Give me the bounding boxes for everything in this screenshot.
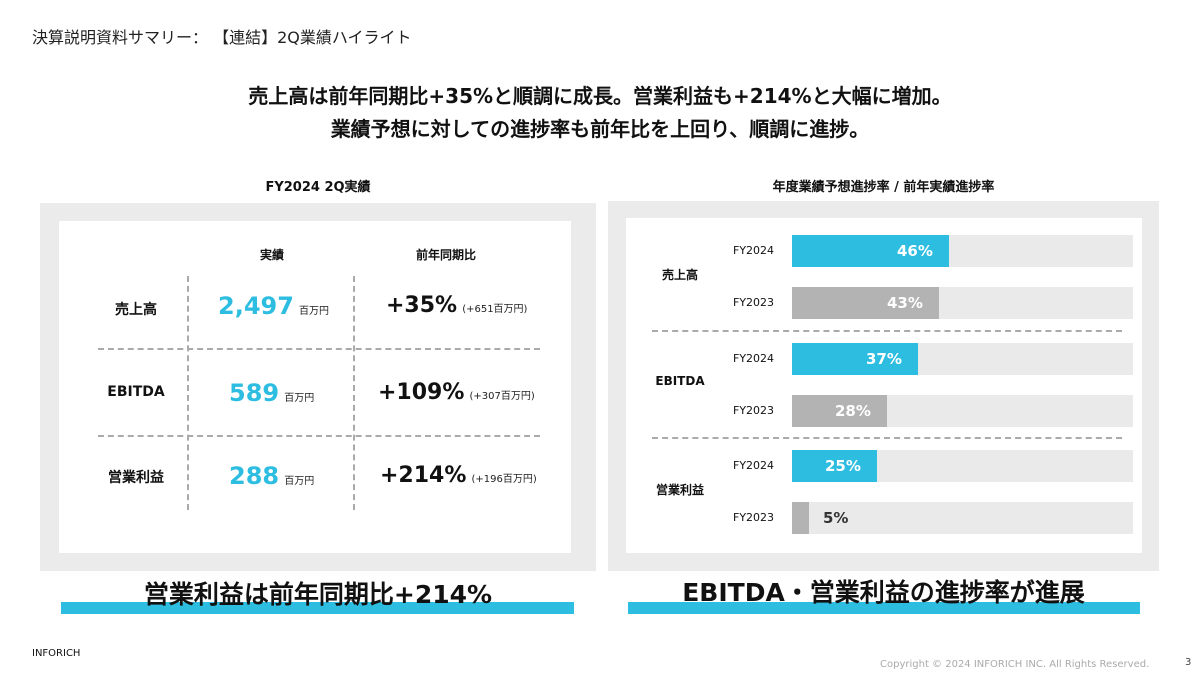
bar-track: 43% <box>792 287 1133 319</box>
right-section-title: 年度業績予想進捗率 / 前年実績進捗率 <box>772 180 995 195</box>
bar-value-label: 43% <box>887 294 923 312</box>
bar-track: 5% <box>792 502 1133 534</box>
horizontal-divider-2 <box>98 435 540 437</box>
bar-fy2024 <box>792 450 877 482</box>
bar-fy2023 <box>792 502 809 534</box>
vertical-divider-1 <box>187 276 189 510</box>
sales-yoy: +35% <box>386 293 458 318</box>
bar-value-label: 28% <box>835 402 871 420</box>
ebitda-yoy: +109% <box>378 380 465 405</box>
category-label-operating-profit: 営業利益 <box>655 483 704 497</box>
sales-value: 2,497 <box>218 292 294 320</box>
sales-unit: 百万円 <box>299 306 330 317</box>
ebitda-value-group: 589 百万円 <box>229 379 314 407</box>
row-label-sales: 売上高 <box>115 302 157 318</box>
headline-line-1: 売上高は前年同期比+35%と順調に成長。営業利益も+214%と大幅に増加。 <box>248 84 952 108</box>
ebitda-unit: 百万円 <box>284 393 315 404</box>
horizontal-divider-1 <box>98 348 540 350</box>
year-label-fy2024: FY2024 <box>733 352 775 365</box>
chart-divider-1 <box>652 330 1122 332</box>
year-label-fy2024: FY2024 <box>733 244 775 257</box>
page-number: 3 <box>1185 657 1192 668</box>
bar-value-label: 46% <box>897 242 933 260</box>
bar-track: 37% <box>792 343 1133 375</box>
right-bottom-text: EBITDA・営業利益の進捗率が進展 <box>682 578 1085 607</box>
sales-yoy-detail: (+651百万円) <box>462 304 528 315</box>
bar-track: 25% <box>792 450 1133 482</box>
bar-value-label: 5% <box>823 509 849 527</box>
col-header-actual: 実績 <box>259 248 284 262</box>
page-title: 決算説明資料サマリー： 【連結】2Q業績ハイライト <box>32 28 412 47</box>
category-label-sales: 売上高 <box>661 268 698 282</box>
op-yoy-detail: (+196百万円) <box>471 474 537 485</box>
footer-company: INFORICH <box>32 648 81 659</box>
year-label-fy2023: FY2023 <box>733 404 775 417</box>
left-underline <box>61 602 574 614</box>
vertical-divider-2 <box>353 276 355 510</box>
bar-value-label: 37% <box>866 350 902 368</box>
op-value: 288 <box>229 462 280 490</box>
footer-copyright: Copyright © 2024 INFORICH INC. All Right… <box>880 659 1150 670</box>
left-bottom-text: 営業利益は前年同期比+214% <box>143 580 493 609</box>
row-label-operating-profit: 営業利益 <box>108 470 164 486</box>
bar-fy2024 <box>792 343 918 375</box>
sales-yoy-group: +35% (+651百万円) <box>386 293 527 318</box>
results-card <box>59 221 571 553</box>
op-yoy-group: +214% (+196百万円) <box>380 463 537 488</box>
sales-value-group: 2,497 百万円 <box>218 292 329 320</box>
year-label-fy2023: FY2023 <box>733 296 775 309</box>
ebitda-yoy-group: +109% (+307百万円) <box>378 380 535 405</box>
category-label-ebitda: EBITDA <box>655 374 705 388</box>
bar-track: 46% <box>792 235 1133 267</box>
ebitda-yoy-detail: (+307百万円) <box>469 391 535 402</box>
bar-fy2024 <box>792 235 949 267</box>
headline-line-2: 業績予想に対しての進捗率も前年比を上回り、順調に進捗。 <box>330 117 870 141</box>
year-label-fy2023: FY2023 <box>733 511 775 524</box>
left-section-title: FY2024 2Q実績 <box>265 180 371 195</box>
progress-card <box>626 218 1142 553</box>
ebitda-value: 589 <box>229 379 280 407</box>
op-value-group: 288 百万円 <box>229 462 314 490</box>
year-label-fy2024: FY2024 <box>733 459 775 472</box>
chart-divider-2 <box>652 437 1122 439</box>
col-header-yoy: 前年同期比 <box>415 248 476 262</box>
op-yoy: +214% <box>380 463 467 488</box>
bar-track: 28% <box>792 395 1133 427</box>
bar-value-label: 25% <box>825 457 861 475</box>
bar-fy2023 <box>792 287 939 319</box>
right-underline <box>628 602 1140 614</box>
op-unit: 百万円 <box>284 476 315 487</box>
row-label-ebitda: EBITDA <box>107 384 165 400</box>
bar-fy2023 <box>792 395 887 427</box>
